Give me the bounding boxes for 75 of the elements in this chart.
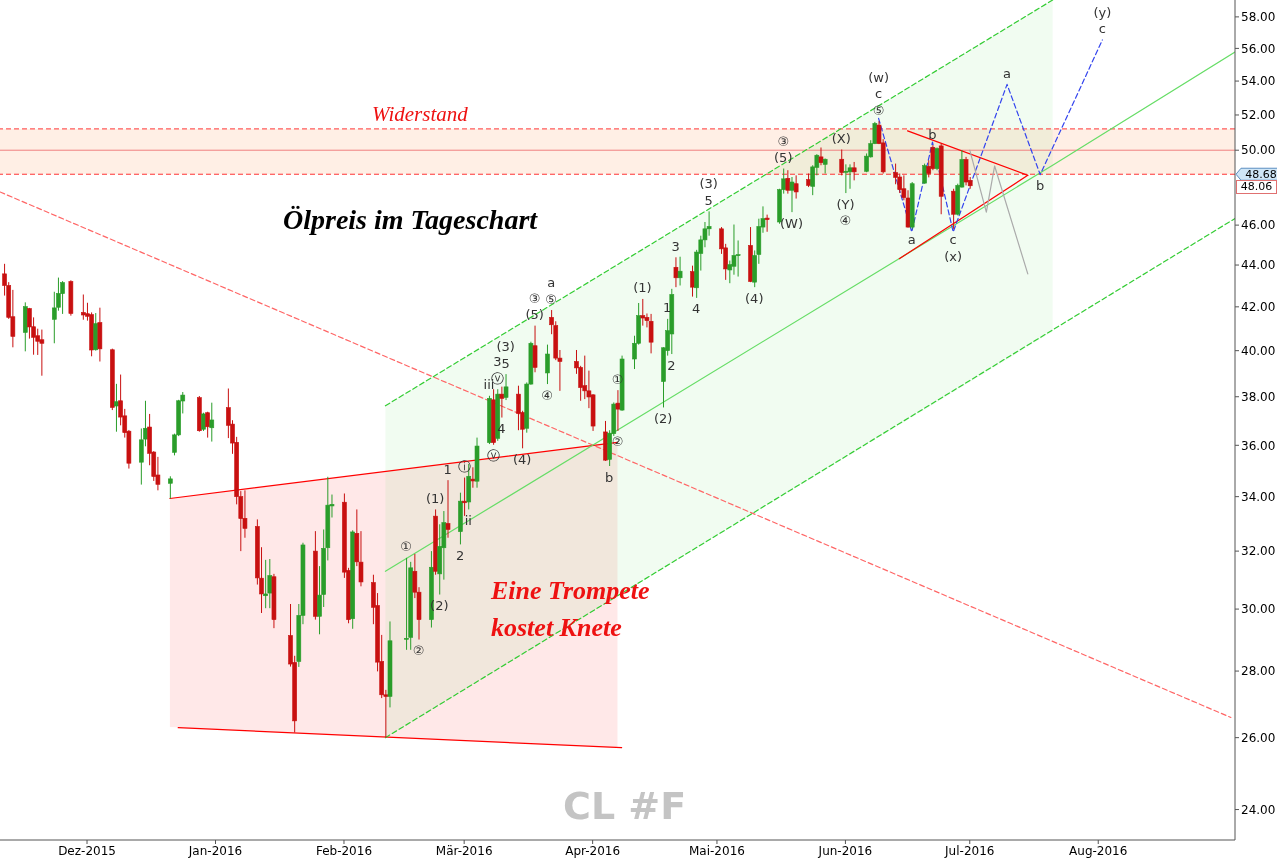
x-tick-label: Mär-2016 <box>435 843 493 858</box>
x-tick-label: Jan-2016 <box>187 843 243 858</box>
annotation: c <box>949 232 957 248</box>
annotation: (2) <box>653 410 673 426</box>
annotation: a <box>907 232 916 248</box>
x-tick-label: Jun-2016 <box>817 843 873 858</box>
x-tick-label: Jul-2016 <box>944 843 995 858</box>
annotation: 3 <box>493 354 502 370</box>
x-tick-label: Apr-2016 <box>565 843 621 858</box>
annotation: 5 <box>501 355 510 371</box>
annotation: (y) <box>1093 4 1112 20</box>
y-tick-label: 40.00 <box>1241 343 1276 358</box>
annotation: 1 <box>443 461 452 477</box>
annotation: (W) <box>780 215 804 231</box>
y-tick-label: 52.00 <box>1241 108 1276 123</box>
annotation: (Y) <box>836 196 855 212</box>
annotation: Eine Trompete kostet Knete <box>491 575 650 644</box>
annotation: a <box>1003 65 1012 81</box>
y-tick-label: 46.00 <box>1241 218 1276 233</box>
annotation: b <box>605 469 614 485</box>
y-tick-label: 30.00 <box>1241 602 1276 617</box>
annotation: 2 <box>667 357 676 373</box>
x-tick-label: Dez-2015 <box>58 843 116 858</box>
annotation: b <box>928 126 937 142</box>
x-tick-label: Feb-2016 <box>315 843 373 858</box>
y-tick-label: 54.00 <box>1241 74 1276 89</box>
annotation: (3) <box>496 339 515 355</box>
y-tick-label: 44.00 <box>1241 258 1276 273</box>
annotation: (3) <box>699 176 718 192</box>
y-tick-label: 32.00 <box>1241 544 1276 559</box>
annotation: (5) <box>774 150 793 166</box>
annotation: 2 <box>455 547 465 563</box>
text: 48.06 <box>1237 180 1276 193</box>
annotation: ⑤ <box>545 291 558 307</box>
annotation: ii <box>464 512 472 528</box>
annotation: 4 <box>692 301 701 317</box>
annotation: a <box>547 275 556 291</box>
annotation: ⑤ <box>872 102 885 118</box>
x-tick-label: Aug-2016 <box>1069 843 1128 858</box>
ref-line-label: 48.68 <box>1245 167 1277 181</box>
y-tick-label: 38.00 <box>1241 390 1276 404</box>
y-tick-label: 24.00 <box>1241 802 1276 817</box>
annotation: (4) <box>745 290 764 306</box>
y-tick-label: 56.00 <box>1241 41 1276 56</box>
annotation: 3 <box>671 238 680 254</box>
y-tick-label: 42.00 <box>1241 300 1276 315</box>
annotation: ④ <box>541 387 553 403</box>
annotation: CL #F <box>563 784 687 828</box>
y-tick-label: 26.00 <box>1241 730 1276 745</box>
y-tick-label: 36.00 <box>1241 438 1276 453</box>
annotation: ③ <box>777 133 790 149</box>
y-tick-label: 50.00 <box>1241 143 1276 158</box>
annotation: (x) <box>944 248 963 264</box>
annotation: ⓘ <box>457 459 471 475</box>
annotation: ③ <box>528 290 541 306</box>
annotation: ④ <box>839 213 852 229</box>
annotation: (5) <box>525 307 544 323</box>
annotation: (1) <box>633 280 652 296</box>
y-tick-label: 34.00 <box>1241 489 1276 504</box>
y-tick-label: 28.00 <box>1241 664 1276 679</box>
y-tick-label: 58.00 <box>1241 10 1276 25</box>
annotation: c <box>1098 21 1106 37</box>
annotation: b <box>1036 178 1045 194</box>
x-tick-label: Mai-2016 <box>689 843 745 858</box>
text: Ölpreis im Tageschart <box>283 204 538 236</box>
annotation: ① <box>400 539 412 555</box>
annotation: (X) <box>831 130 851 146</box>
band-label: Widerstand <box>372 101 469 126</box>
annotation: (4) <box>512 451 532 467</box>
annotation: (w) <box>868 69 889 85</box>
annotation: c <box>875 86 883 102</box>
annotation: (1) <box>425 490 445 506</box>
annotation: ② <box>611 434 624 450</box>
annotation: 5 <box>704 192 713 208</box>
annotation: ② <box>412 643 425 659</box>
